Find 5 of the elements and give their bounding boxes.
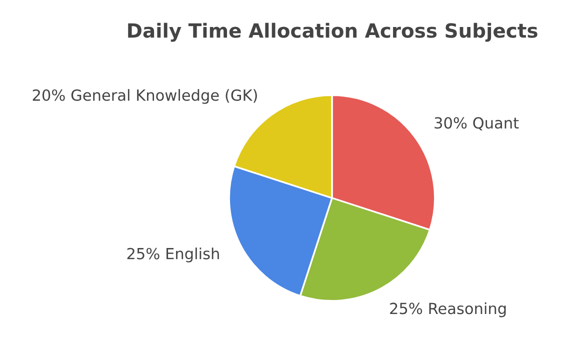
slice-label: 20% General Knowledge (GK): [32, 89, 257, 104]
slice-label: 25% English: [127, 248, 219, 262]
slice-label: 30% Quant: [434, 117, 519, 130]
chart-title: Daily Time Allocation Across Subjects: [128, 22, 538, 42]
slice-label: 25% Reasoning: [390, 302, 506, 318]
